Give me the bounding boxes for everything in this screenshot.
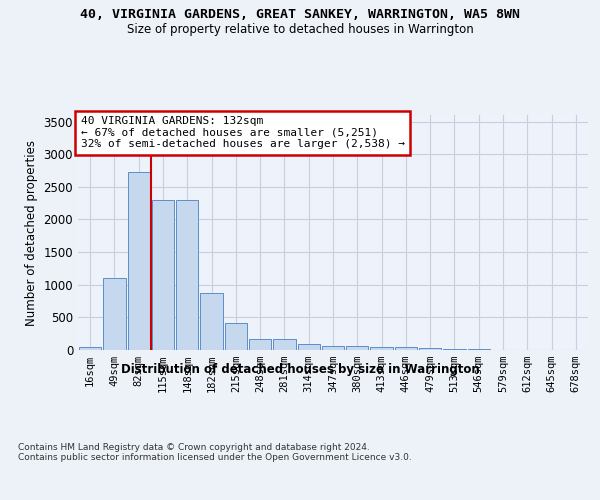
Y-axis label: Number of detached properties: Number of detached properties: [25, 140, 38, 326]
Bar: [419, 348, 442, 350]
Bar: [298, 344, 320, 350]
Text: 40, VIRGINIA GARDENS, GREAT SANKEY, WARRINGTON, WA5 8WN: 40, VIRGINIA GARDENS, GREAT SANKEY, WARR…: [80, 8, 520, 20]
Bar: [322, 346, 344, 350]
Bar: [273, 339, 296, 350]
Bar: [200, 293, 223, 350]
Bar: [103, 278, 125, 350]
Bar: [224, 322, 247, 350]
Bar: [79, 346, 101, 350]
Bar: [370, 348, 393, 350]
Text: Size of property relative to detached houses in Warrington: Size of property relative to detached ho…: [127, 22, 473, 36]
Bar: [249, 339, 271, 350]
Text: Distribution of detached houses by size in Warrington: Distribution of detached houses by size …: [121, 362, 479, 376]
Text: Contains HM Land Registry data © Crown copyright and database right 2024.
Contai: Contains HM Land Registry data © Crown c…: [18, 442, 412, 462]
Bar: [346, 346, 368, 350]
Bar: [176, 200, 199, 350]
Text: 40 VIRGINIA GARDENS: 132sqm
← 67% of detached houses are smaller (5,251)
32% of : 40 VIRGINIA GARDENS: 132sqm ← 67% of det…: [80, 116, 404, 150]
Bar: [395, 348, 417, 350]
Bar: [128, 172, 150, 350]
Bar: [152, 200, 174, 350]
